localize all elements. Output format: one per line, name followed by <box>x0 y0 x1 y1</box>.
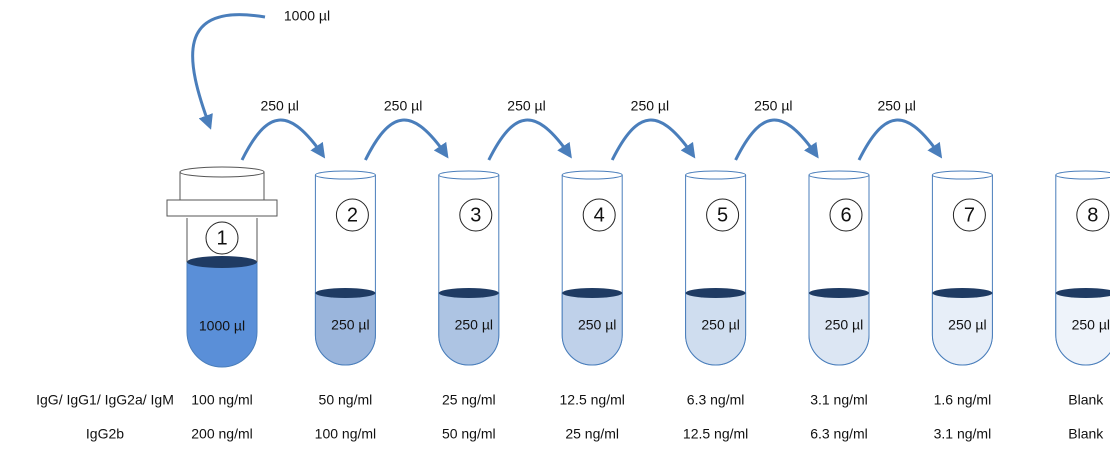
liquid-surface <box>685 288 746 298</box>
concentration: 1.6 ng/ml <box>934 392 992 408</box>
transfer-volume: 250 µl <box>260 98 298 114</box>
tube-volume: 250 µl <box>825 317 863 333</box>
liquid-surface <box>438 288 499 298</box>
number-circle <box>335 198 369 232</box>
concentration: 3.1 ng/ml <box>934 426 992 442</box>
number-circle <box>459 198 493 232</box>
transfer-volume: 250 µl <box>507 98 545 114</box>
transfer-volume: 250 µl <box>754 98 792 114</box>
row-label: IgG/ IgG1/ IgG2a/ IgM <box>36 392 174 408</box>
tube-cap-flange <box>166 199 278 217</box>
tube-liquid <box>931 292 993 366</box>
tube-liquid <box>685 292 747 366</box>
liquid-surface <box>809 288 869 298</box>
tube-cap-top <box>179 166 265 178</box>
number-circle <box>952 198 986 232</box>
tube-liquid <box>1055 292 1110 366</box>
liquid-surface <box>315 288 376 298</box>
tube-number: 2 <box>347 204 358 226</box>
tube-number: 3 <box>470 204 481 226</box>
concentration: Blank <box>1068 426 1104 442</box>
concentration: 12.5 ng/ml <box>560 392 625 408</box>
concentration: 100 ng/ml <box>191 392 252 408</box>
tube-number: 7 <box>964 204 975 226</box>
concentration: 25 ng/ml <box>565 426 619 442</box>
transfer-volume: 250 µl <box>631 98 669 114</box>
number-circle <box>582 198 616 232</box>
transfer-arrow <box>240 118 326 161</box>
liquid-surface <box>562 288 623 298</box>
concentration: 25 ng/ml <box>442 392 496 408</box>
tube-number: 8 <box>1087 204 1098 226</box>
tube-liquid <box>808 292 870 366</box>
tube-volume: 250 µl <box>331 317 369 333</box>
tube-rim <box>685 170 747 180</box>
tube-number: 6 <box>840 204 851 226</box>
tube-volume: 250 µl <box>455 317 493 333</box>
tube-rim <box>561 170 623 180</box>
number-circle <box>706 198 740 232</box>
transfer-arrow <box>734 118 819 161</box>
number-circle <box>829 198 863 232</box>
tube-rim <box>808 170 870 180</box>
tube-rim <box>314 170 376 180</box>
source-volume: 1000 µl <box>284 8 330 24</box>
concentration: 50 ng/ml <box>442 426 496 442</box>
tube-volume: 250 µl <box>578 317 616 333</box>
concentration: 200 ng/ml <box>191 426 252 442</box>
tube-number: 4 <box>594 204 605 226</box>
tube-rim <box>931 170 993 180</box>
tube-volume: 1000 µl <box>199 318 245 334</box>
tube-liquid <box>186 261 258 368</box>
tube-rim <box>438 170 500 180</box>
concentration: 6.3 ng/ml <box>810 426 868 442</box>
liquid-surface <box>187 256 257 268</box>
transfer-arrow <box>857 118 943 161</box>
transfer-arrow <box>487 118 572 161</box>
transfer-arrow <box>364 118 449 161</box>
tube-volume: 250 µl <box>701 317 739 333</box>
concentration: 50 ng/ml <box>319 392 373 408</box>
transfer-volume: 250 µl <box>877 98 915 114</box>
concentration: 100 ng/ml <box>315 426 376 442</box>
concentration: 3.1 ng/ml <box>810 392 868 408</box>
tube-volume: 250 µl <box>1072 317 1110 333</box>
transfer-arrow <box>610 118 696 161</box>
concentration: Blank <box>1068 392 1104 408</box>
tube-number: 1 <box>216 227 227 249</box>
tube-liquid <box>561 292 623 366</box>
source-arrow <box>191 13 266 130</box>
number-circle <box>1076 198 1110 232</box>
tube-liquid <box>314 292 376 366</box>
concentration: 6.3 ng/ml <box>687 392 745 408</box>
liquid-surface <box>932 288 993 298</box>
tube-rim <box>1055 170 1110 180</box>
row-label: IgG2b <box>86 426 124 442</box>
tube-volume: 250 µl <box>948 317 986 333</box>
tube-number: 5 <box>717 204 728 226</box>
concentration: 12.5 ng/ml <box>683 426 748 442</box>
liquid-surface <box>1055 288 1110 298</box>
number-circle <box>205 221 239 255</box>
transfer-volume: 250 µl <box>384 98 422 114</box>
tube-liquid <box>438 292 500 366</box>
